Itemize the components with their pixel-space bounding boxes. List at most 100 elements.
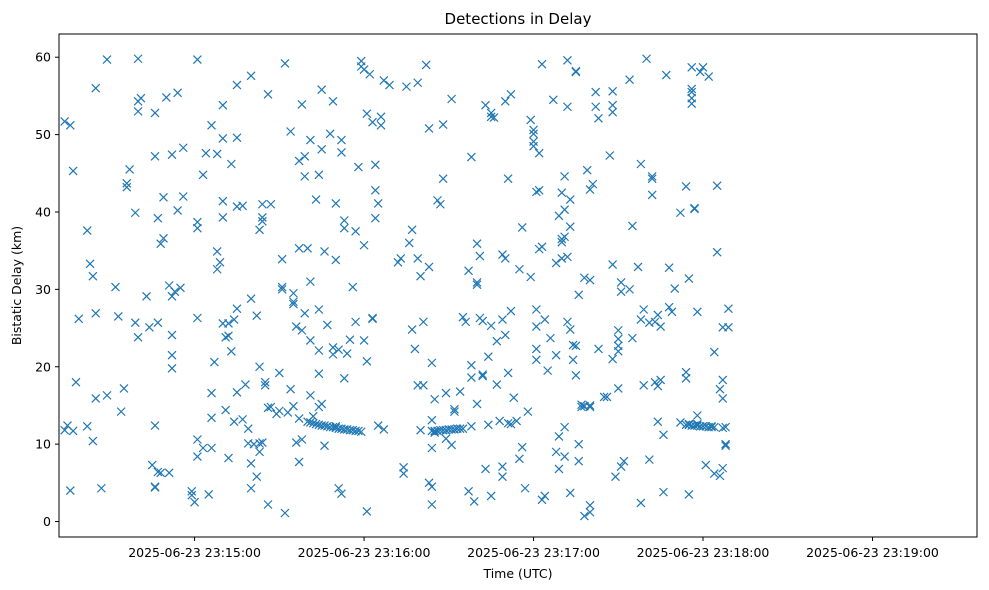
data-point (356, 427, 366, 437)
data-point (571, 341, 581, 351)
data-point (328, 349, 338, 359)
data-point (68, 426, 78, 436)
data-point (639, 380, 649, 390)
data-point (560, 232, 570, 242)
data-point (289, 297, 298, 307)
data-point (557, 253, 567, 263)
data-point (311, 419, 321, 429)
y-tick-label: 10 (35, 437, 51, 452)
data-point (246, 294, 256, 304)
data-point (424, 123, 434, 133)
data-point (136, 93, 146, 103)
y-tick-label: 0 (43, 514, 51, 529)
data-point (661, 70, 671, 80)
data-point (489, 113, 499, 122)
data-point (613, 334, 623, 344)
data-point (585, 402, 595, 412)
data-point (379, 425, 389, 434)
data-point (289, 288, 298, 298)
data-point (337, 147, 346, 157)
data-point (119, 383, 129, 393)
data-point (291, 322, 301, 331)
data-point (331, 199, 341, 208)
data-point (492, 336, 502, 346)
data-point (531, 187, 541, 197)
data-point (659, 430, 668, 440)
data-point (441, 388, 451, 398)
data-point (65, 120, 75, 130)
data-point (167, 363, 177, 373)
data-point (574, 290, 584, 300)
data-point (602, 392, 612, 402)
data-point (579, 511, 589, 521)
data-point (500, 330, 510, 340)
data-point (150, 108, 160, 118)
data-point (102, 55, 112, 64)
data-point (328, 96, 338, 106)
data-point (274, 368, 284, 378)
data-point (161, 93, 171, 102)
data-point (60, 117, 70, 126)
data-point (407, 225, 417, 235)
data-point (438, 120, 448, 129)
data-point (650, 377, 660, 387)
data-point (464, 486, 473, 496)
data-point (481, 100, 490, 110)
data-point (461, 317, 471, 327)
data-point (616, 287, 626, 297)
data-point (370, 185, 380, 195)
data-point (294, 457, 304, 467)
data-point (368, 314, 377, 324)
data-point (498, 472, 507, 482)
data-point (88, 271, 98, 281)
data-point (91, 308, 101, 318)
data-point (582, 165, 592, 175)
data-point (122, 182, 132, 192)
data-point (554, 431, 564, 441)
data-point (192, 223, 202, 233)
data-point (286, 384, 296, 394)
data-point (238, 414, 248, 424)
data-point (229, 417, 239, 427)
data-point (305, 336, 315, 345)
data-point (297, 99, 307, 109)
data-point (396, 253, 406, 263)
data-point (370, 213, 380, 223)
data-point (368, 117, 377, 127)
data-point (692, 307, 702, 317)
data-point (608, 107, 618, 117)
data-point (410, 344, 420, 354)
data-point (342, 349, 352, 359)
data-point (291, 438, 301, 448)
data-point (447, 440, 457, 450)
data-point (399, 469, 409, 478)
data-point (246, 459, 256, 468)
y-tick-label: 60 (35, 50, 51, 65)
data-point (574, 439, 584, 449)
data-point (653, 417, 663, 427)
data-point (469, 496, 479, 506)
data-point (718, 375, 728, 385)
data-point (167, 291, 177, 301)
data-point (512, 416, 522, 426)
data-point (526, 115, 536, 125)
data-point (178, 192, 188, 201)
data-point (305, 135, 315, 145)
data-point (472, 277, 482, 287)
data-point (498, 315, 507, 324)
data-point (212, 264, 222, 274)
data-point (263, 403, 273, 413)
data-point (91, 394, 101, 403)
y-axis-label: Bistatic Delay (km) (9, 226, 24, 345)
data-point (486, 491, 496, 501)
data-point (520, 483, 530, 493)
data-point (483, 420, 493, 430)
data-point (255, 225, 264, 235)
data-point (60, 425, 70, 435)
data-point (611, 472, 620, 482)
data-point (503, 418, 513, 428)
data-point (418, 317, 428, 327)
data-point (277, 254, 287, 264)
y-axis: 0 10 20 30 40 50 60 (35, 50, 59, 529)
data-point (560, 205, 570, 215)
